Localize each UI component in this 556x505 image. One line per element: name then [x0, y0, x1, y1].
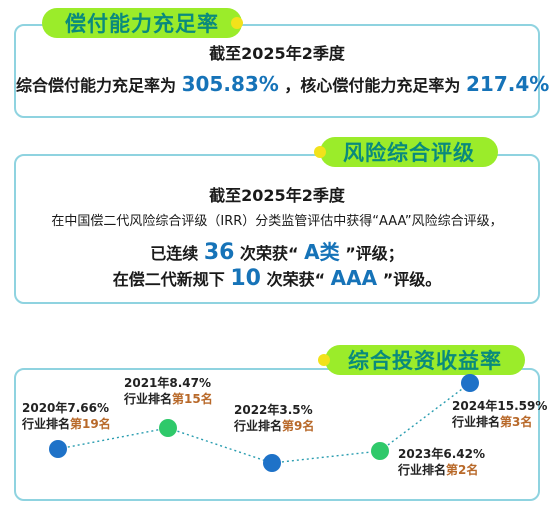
return-point-label: 2020年7.66% 行业排名第19名	[22, 400, 111, 432]
line3-a: 已连续	[150, 244, 199, 263]
rank-prefix: 行业排名	[234, 419, 283, 433]
comp-ratio-label: 综合偿付能力充足率为	[16, 76, 177, 95]
investment-return-title: 综合投资收益率	[325, 345, 525, 375]
return-point-label: 2022年3.5% 行业排名第9名	[234, 402, 314, 434]
industry-rank: 行业排名第19名	[22, 416, 111, 432]
line4-a: 在偿二代新规下	[112, 270, 225, 289]
year-rate: 2020年7.66%	[22, 401, 110, 415]
industry-rank: 行业排名第2名	[398, 462, 485, 478]
core-ratio-label: ，核心偿付能力充足率为	[284, 76, 461, 95]
yellow-dot-icon	[231, 17, 243, 29]
comp-ratio-value: 305.83%	[181, 72, 279, 96]
yellow-dot-icon	[314, 146, 326, 158]
year-rate: 2021年8.47%	[124, 376, 212, 390]
industry-rank: 行业排名第3名	[452, 414, 547, 430]
industry-rank: 行业排名第9名	[234, 418, 314, 434]
year-rate: 2022年3.5%	[234, 403, 313, 417]
solvency-card: 截至2025年2季度 综合偿付能力充足率为 305.83% ，核心偿付能力充足率…	[14, 24, 549, 118]
rank-value: 第3名	[500, 415, 533, 429]
return-point-label: 2021年8.47% 行业排名第15名	[124, 375, 213, 407]
return-point-label: 2023年6.42% 行业排名第2名	[398, 446, 485, 478]
line3-c: ”评级；	[345, 244, 404, 263]
rank-prefix: 行业排名	[452, 415, 501, 429]
rank-value: 第19名	[70, 417, 111, 431]
line4-c: ”评级。	[382, 270, 442, 289]
rank-prefix: 行业排名	[22, 417, 71, 431]
solvency-title: 偿付能力充足率	[42, 8, 242, 38]
consecutive-a-rating: 已连续 36 次荣获“ A类 ”评级；	[16, 236, 538, 265]
core-ratio-value: 217.4%	[465, 72, 550, 96]
return-point-label: 2024年15.59% 行业排名第3名	[452, 398, 547, 430]
risk-rating-card: 截至2025年2季度 在中国偿二代风险综合评级（IRR）分类监管评估中获得“AA…	[14, 154, 540, 304]
solvency-ratios: 综合偿付能力充足率为 305.83% ，核心偿付能力充足率为 217.4%	[16, 72, 549, 96]
yellow-dot-icon	[318, 354, 330, 366]
risk-rating-title: 风险综合评级	[320, 137, 498, 167]
line3-grade: A类	[304, 240, 340, 264]
line4-num: 10	[230, 266, 261, 291]
rank-value: 第9名	[282, 419, 315, 433]
line4-b: 次荣获“	[266, 270, 326, 289]
rank-value: 第2名	[446, 463, 479, 477]
year-rate: 2023年6.42%	[398, 447, 486, 461]
line3-b: 次荣获“	[240, 244, 299, 263]
aaa-rating-count: 在偿二代新规下 10 次荣获“ AAA ”评级。	[16, 266, 538, 291]
line3-num: 36	[203, 240, 235, 265]
line4-grade: AAA	[330, 266, 378, 290]
industry-rank: 行业排名第15名	[124, 391, 213, 407]
rank-value: 第15名	[172, 392, 213, 406]
rank-prefix: 行业排名	[398, 463, 447, 477]
year-rate: 2024年15.59%	[452, 399, 548, 413]
risk-period: 截至2025年2季度	[209, 186, 345, 205]
solvency-period: 截至2025年2季度	[209, 44, 345, 63]
risk-description: 在中国偿二代风险综合评级（IRR）分类监管评估中获得“AAA”风险综合评级，	[51, 214, 503, 229]
investment-return-card	[14, 368, 540, 501]
rank-prefix: 行业排名	[124, 392, 173, 406]
